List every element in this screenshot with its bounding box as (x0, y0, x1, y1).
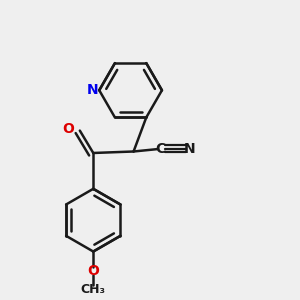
Text: C: C (155, 142, 166, 155)
Text: N: N (87, 83, 98, 97)
Text: O: O (62, 122, 74, 136)
Text: CH₃: CH₃ (81, 283, 106, 296)
Text: O: O (87, 264, 99, 278)
Text: N: N (184, 142, 196, 155)
